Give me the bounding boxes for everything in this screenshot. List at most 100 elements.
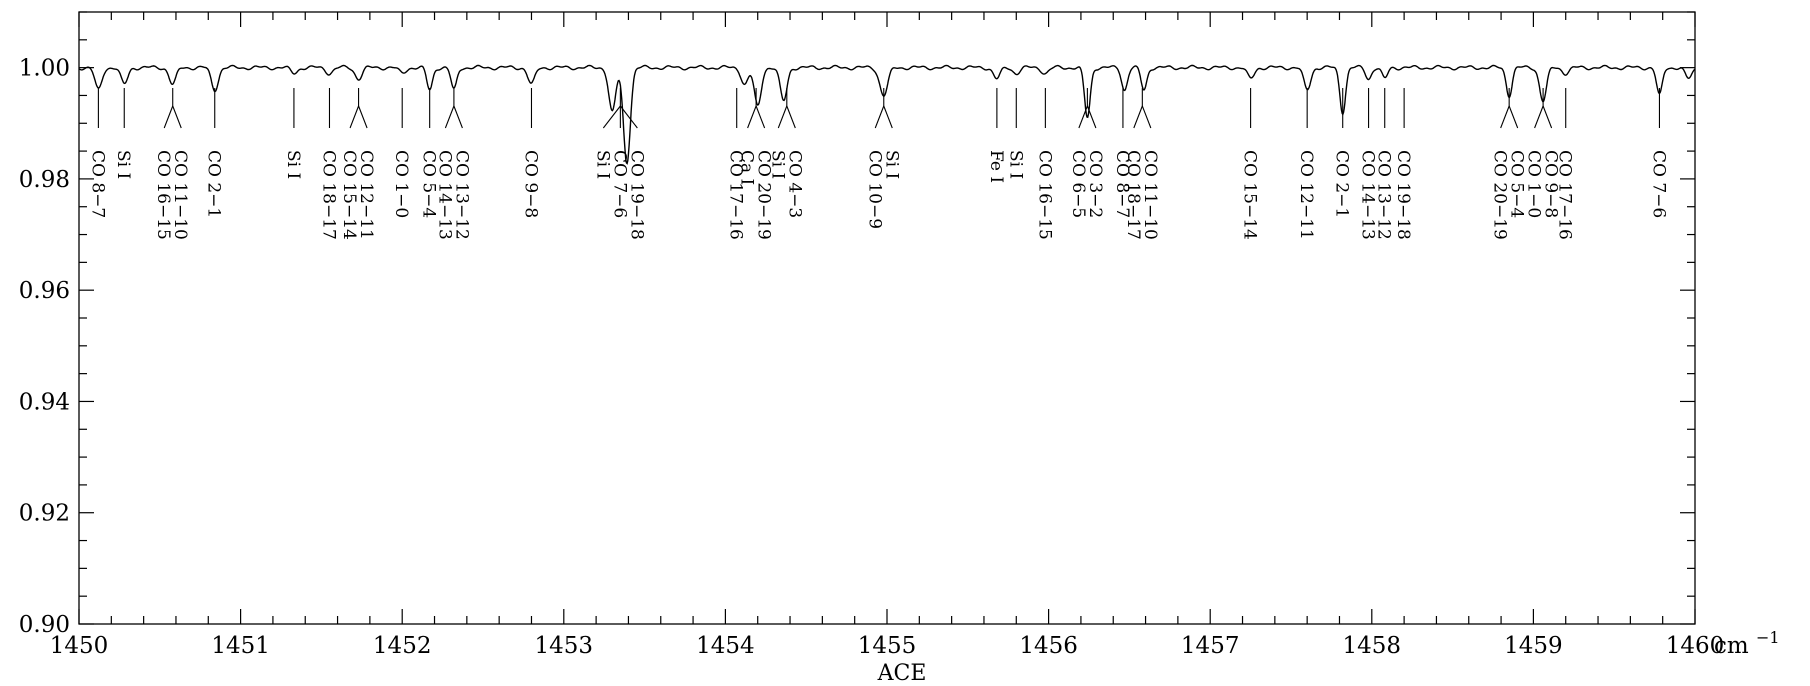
- line-id-label: Si I: [592, 150, 612, 179]
- line-id: CO 13−12: [1374, 88, 1394, 240]
- line-id: Fe I: [986, 88, 1006, 183]
- x-tick-label: 1460: [1666, 633, 1725, 659]
- line-id-label: Fe I: [986, 150, 1006, 183]
- plot-frame: [78, 11, 1696, 625]
- spectrum-line: [78, 64, 1696, 165]
- line-id: Si I: [113, 88, 133, 179]
- x-tick-label: 1455: [858, 633, 917, 659]
- y-tick-label: 1.00: [19, 56, 70, 82]
- x-tick-label: 1458: [1343, 633, 1402, 659]
- line-id: Si ICO 4−3: [767, 88, 804, 218]
- line-id-label: CO 18−17: [1123, 150, 1143, 240]
- line-id-label: Si I: [283, 150, 303, 179]
- line-id: Si I: [283, 88, 303, 179]
- line-id-label: CO 18−17: [318, 150, 338, 240]
- x-axis-unit-base: cm: [1714, 633, 1749, 659]
- line-id: CO 7−6: [1648, 88, 1668, 218]
- x-tick-label: 1451: [211, 633, 270, 659]
- line-id: CO 17−16: [1555, 88, 1575, 240]
- y-tick-label: 0.92: [19, 501, 70, 527]
- line-id-label: CO 19−18: [626, 150, 646, 240]
- line-id-label: CO 12−11: [1296, 150, 1316, 240]
- line-id: Ca ICO 20−19: [737, 88, 774, 240]
- y-tick-label: 0.96: [19, 278, 70, 304]
- line-id-label: CO 20−19: [1490, 150, 1510, 240]
- x-axis-unit: cm −1: [1714, 628, 1780, 659]
- line-id-label: CO 13−12: [451, 150, 471, 240]
- line-id-label: Si I: [767, 150, 787, 179]
- line-id: Si ICO 7−6CO 19−18: [592, 88, 646, 240]
- line-id-label: CO 14−13: [1358, 150, 1378, 240]
- line-id-label: CO 5−4: [1507, 150, 1527, 218]
- line-id-label: CO 8−7: [87, 150, 107, 218]
- x-tick-label: 1454: [696, 633, 755, 659]
- line-id: CO 6−5CO 3−2: [1068, 88, 1105, 218]
- line-id-label: CO 19−18: [1393, 150, 1413, 240]
- line-id-label: CO 16−15: [1034, 150, 1054, 240]
- line-id-label: CO 2−1: [1332, 150, 1352, 218]
- line-id-label: Si I: [1005, 150, 1025, 179]
- line-id: CO 10−9Si I: [864, 88, 901, 229]
- line-id: CO 17−16: [726, 88, 746, 240]
- line-id-label: CO 14−13: [434, 150, 454, 240]
- line-id: Si I: [1005, 88, 1025, 179]
- line-id-label: CO 7−6: [1648, 150, 1668, 218]
- line-id-label: CO 7−6: [609, 150, 629, 218]
- line-id: CO 8−7: [1112, 88, 1132, 218]
- line-id: CO 12−11: [1296, 88, 1316, 240]
- line-id-label: CO 3−2: [1085, 150, 1105, 218]
- line-id-label: CO 11−10: [170, 150, 190, 240]
- line-id-label: CO 15−14: [339, 150, 359, 240]
- x-axis-unit-exponent: −1: [1756, 628, 1780, 647]
- x-tick-label: 1457: [1181, 633, 1240, 659]
- x-tick-label: 1453: [535, 633, 594, 659]
- line-id-label: CO 9−8: [520, 150, 540, 218]
- line-id: CO 2−1: [204, 88, 224, 218]
- line-id-label: CO 6−5: [1068, 150, 1088, 218]
- line-id-label: CO 17−16: [1555, 150, 1575, 240]
- x-tick-label: 1459: [1504, 633, 1563, 659]
- line-id-label: CO 12−11: [356, 150, 376, 240]
- line-id-label: CO 2−1: [204, 150, 224, 218]
- line-id: CO 19−18: [1393, 88, 1413, 240]
- line-id-label: CO 9−8: [1541, 150, 1561, 218]
- line-id-label: CO 11−10: [1140, 150, 1160, 240]
- x-tick-label: 1452: [373, 633, 432, 659]
- axis-ticks: [78, 11, 1696, 625]
- y-tick-label: 0.94: [19, 389, 70, 415]
- line-id-label: Ca I: [737, 150, 757, 185]
- line-id: CO 16−15: [1034, 88, 1054, 240]
- line-id-label: CO 5−4: [419, 150, 439, 218]
- y-tick-label: 0.98: [19, 167, 70, 193]
- line-id-label: CO 13−12: [1374, 150, 1394, 240]
- x-tick-label: 1450: [50, 633, 109, 659]
- line-id-label: CO 10−9: [864, 150, 884, 229]
- line-id: CO 1−0CO 9−8: [1524, 88, 1561, 218]
- x-axis-title: ACE: [877, 661, 927, 686]
- line-id-label: CO 4−3: [784, 150, 804, 218]
- line-id: CO 9−8: [520, 88, 540, 218]
- line-id-label: CO 20−19: [754, 150, 774, 240]
- line-id: CO 1−0: [391, 88, 411, 218]
- line-id: CO 18−17: [318, 88, 338, 240]
- x-tick-label: 1456: [1019, 633, 1078, 659]
- line-id-label: CO 15−14: [1240, 150, 1260, 240]
- line-id: CO 8−7: [87, 88, 107, 218]
- line-id: CO 15−14: [1240, 88, 1260, 240]
- line-id-label: Si I: [881, 150, 901, 179]
- line-id-label: CO 1−0: [391, 150, 411, 218]
- line-id-label: Si I: [113, 150, 133, 179]
- y-tick-label: 0.90: [19, 612, 70, 638]
- line-id: CO 2−1: [1332, 88, 1352, 218]
- line-id-label: CO 1−0: [1524, 150, 1544, 218]
- line-id-label: CO 16−15: [153, 150, 173, 240]
- axis-tick-labels: 1450 1451 1452 1453 1454 1455 1456 1457 1458 1459…: [19, 56, 1724, 659]
- line-id-label: CO 17−16: [726, 150, 746, 240]
